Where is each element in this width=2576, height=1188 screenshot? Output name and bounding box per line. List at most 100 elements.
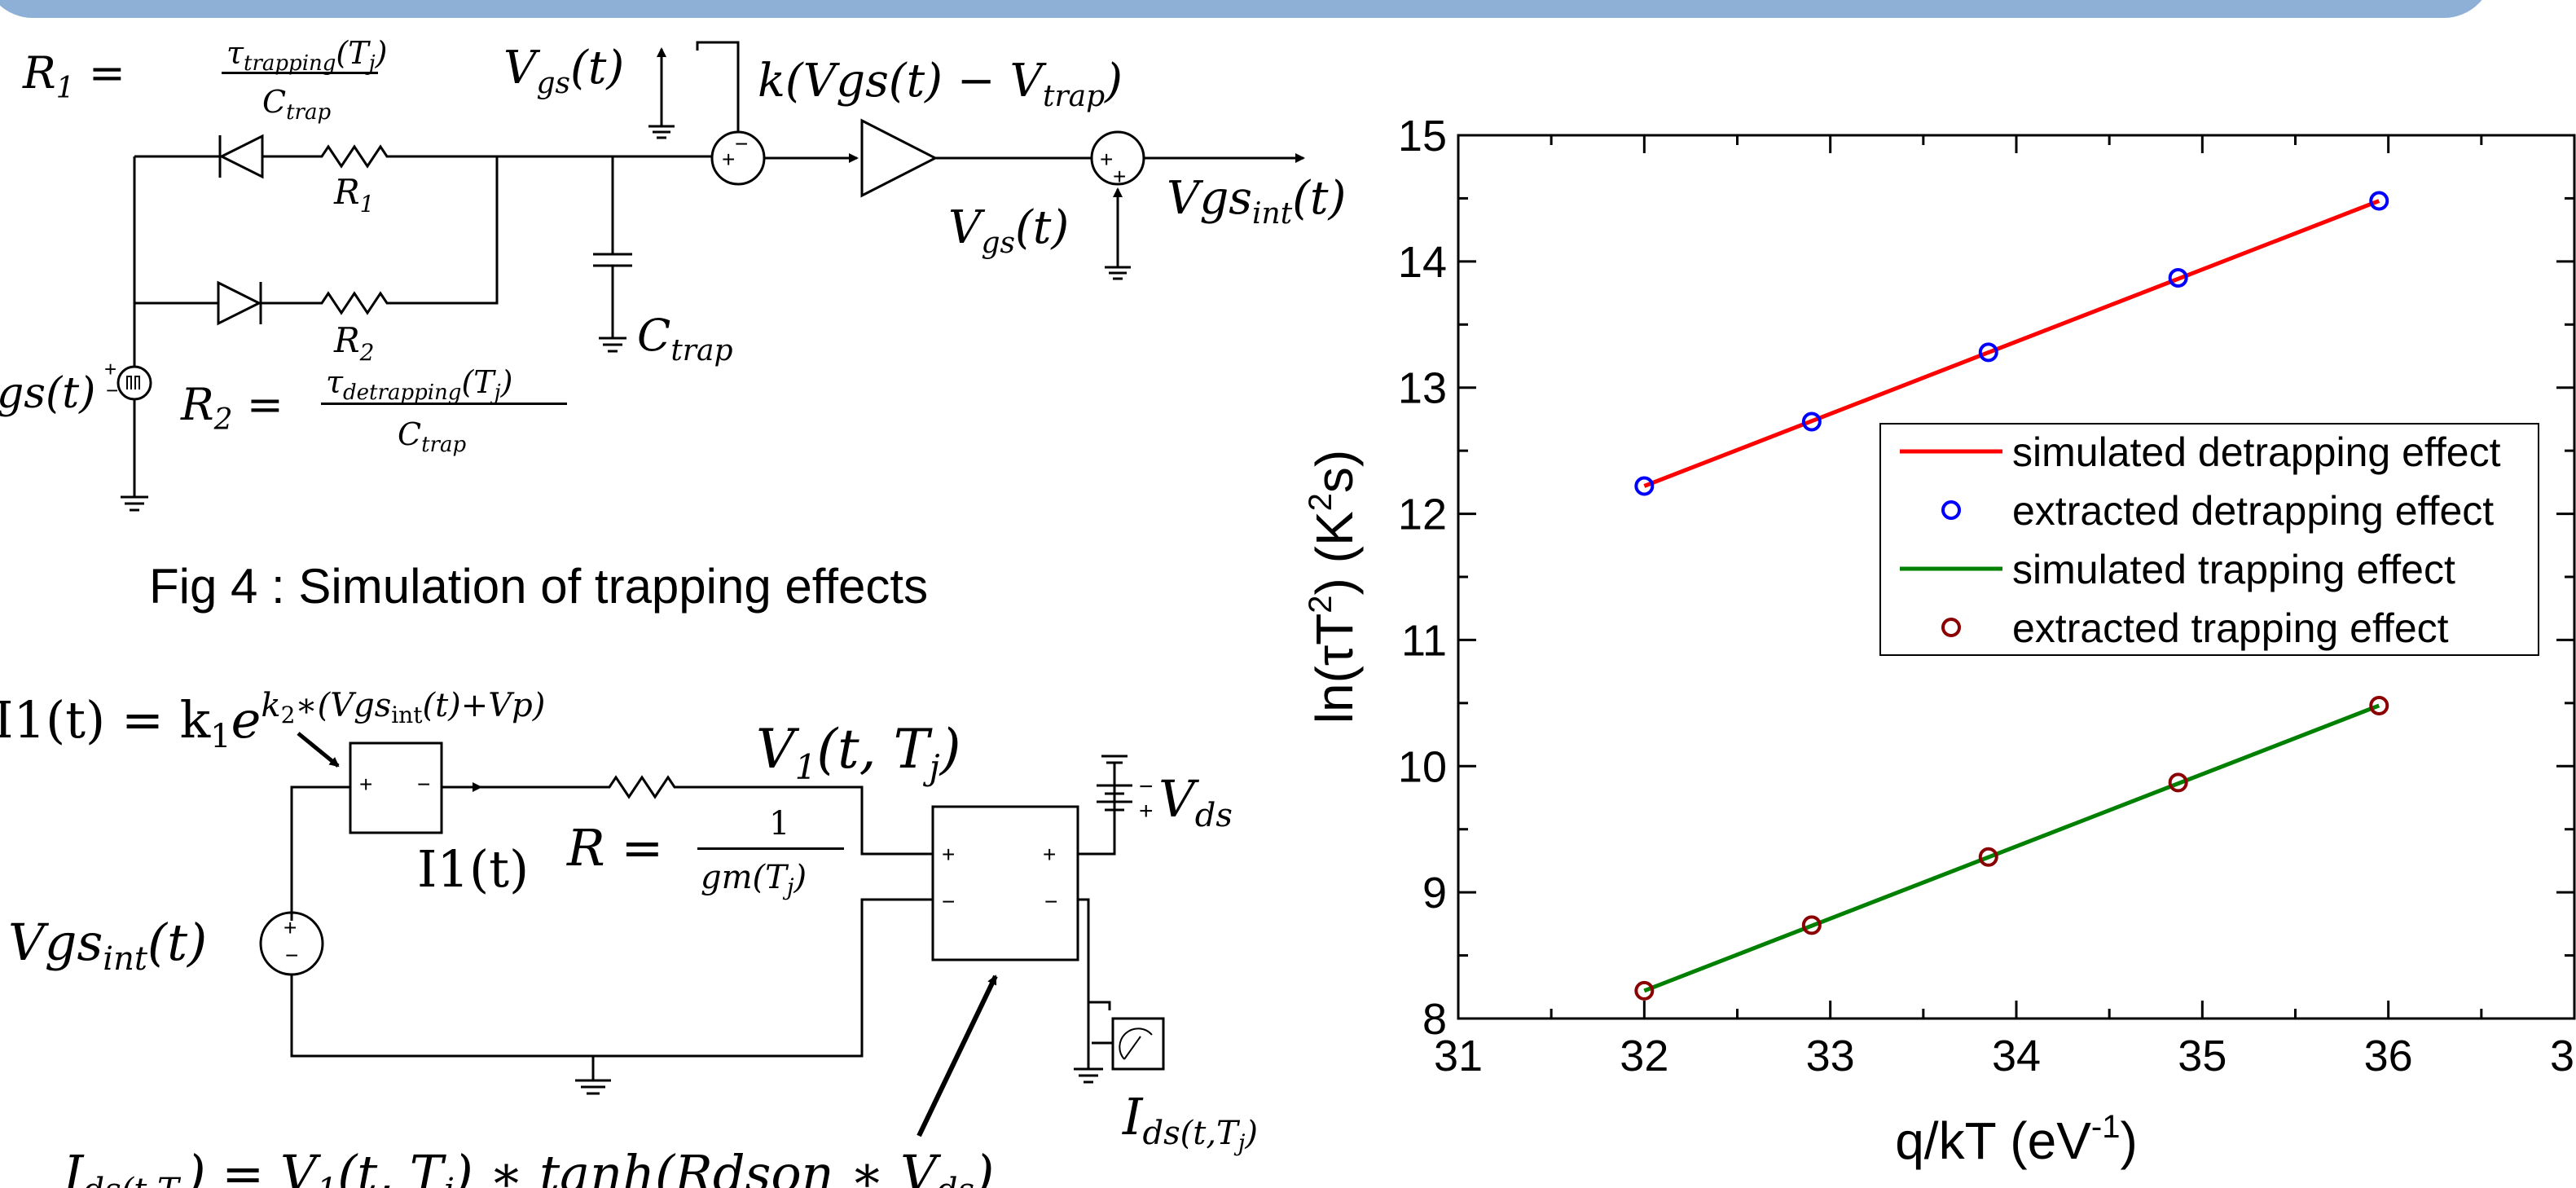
data-point bbox=[2369, 191, 2389, 211]
capacitor-ctrap bbox=[593, 156, 632, 353]
legend-label: simulated detrapping effect bbox=[2012, 429, 2501, 475]
legend-point-swatch bbox=[1941, 618, 1961, 637]
svg-text:I1(t) = k1ek2∗(Vgsint(t)+Vp): I1(t) = k1ek2∗(Vgsint(t)+Vp) bbox=[0, 687, 545, 755]
svg-text:−: − bbox=[417, 772, 430, 797]
data-point bbox=[1978, 847, 1998, 867]
svg-text:τtrapping(Tj): τtrapping(Tj) bbox=[226, 35, 387, 76]
svg-text:+: + bbox=[1113, 164, 1126, 189]
data-point bbox=[1634, 476, 1655, 496]
svg-text:+: + bbox=[359, 772, 372, 797]
data-point bbox=[2168, 267, 2188, 288]
svg-text:+: + bbox=[1100, 147, 1113, 172]
svg-text:−: − bbox=[942, 889, 955, 914]
y-tick-label: 15 bbox=[1398, 112, 1447, 161]
svg-text:Ids(t,Tj): Ids(t,Tj) bbox=[1122, 1087, 1258, 1156]
svg-text:Vgs(t): Vgs(t) bbox=[503, 42, 624, 100]
r1-equation: R1 = τtrapping(Tj) Ctrap bbox=[22, 35, 387, 125]
diode-d2 bbox=[217, 280, 262, 326]
svg-text:+: + bbox=[1139, 798, 1154, 825]
left-rail bbox=[133, 155, 220, 303]
x-tick-label: 36 bbox=[2364, 1032, 2413, 1080]
svg-text:R2: R2 bbox=[333, 320, 374, 366]
svg-text:+: + bbox=[722, 147, 735, 172]
arrhenius-chart: 31 32 33 34 35 36 37 8 9 10 11 12 13 14 15 simulated d… bbox=[1303, 112, 2576, 1170]
svg-text:Ctrap: Ctrap bbox=[262, 84, 331, 125]
legend-point-swatch bbox=[1941, 500, 1961, 520]
svg-text:Vds: Vds bbox=[1158, 769, 1233, 834]
x-tick-label: 34 bbox=[1992, 1032, 2041, 1080]
x-tick-label: 33 bbox=[1806, 1032, 1855, 1080]
data-point bbox=[2369, 695, 2389, 715]
x-tick-label: 35 bbox=[2178, 1032, 2227, 1080]
data-marks bbox=[1634, 191, 2389, 1001]
svg-text:Ctrap: Ctrap bbox=[398, 416, 466, 457]
x-axis-label: q/kT (eV-1) bbox=[1895, 1109, 2138, 1170]
svg-text:+: + bbox=[284, 915, 297, 940]
svg-text:τdetrapping(Tj): τdetrapping(Tj) bbox=[326, 364, 513, 405]
svg-text:−: − bbox=[1044, 889, 1057, 914]
svg-text:V1(t, Tj): V1(t, Tj) bbox=[756, 718, 961, 787]
svg-text:gm(Tj): gm(Tj) bbox=[701, 859, 807, 900]
svg-text:Vgsint(t): Vgsint(t) bbox=[8, 913, 207, 978]
svg-text:Vgs(t): Vgs(t) bbox=[948, 201, 1069, 260]
thermal-current-circuit-diagram: I1(t) = k1ek2∗(Vgsint(t)+Vp) + − + − Vgs… bbox=[0, 687, 1258, 1188]
resistor-r1 bbox=[262, 144, 497, 169]
r2-equation: R2 = τdetrapping(Tj) Ctrap bbox=[180, 364, 567, 457]
svg-text:−: − bbox=[735, 131, 748, 156]
data-point bbox=[2168, 772, 2188, 793]
diode-d1 bbox=[218, 134, 264, 179]
series-line bbox=[1643, 703, 2380, 993]
svg-text:k(Vgs(t) − Vtrap): k(Vgs(t) − Vtrap) bbox=[758, 55, 1123, 113]
figure-caption: Fig 4 : Simulation of trapping effects bbox=[149, 559, 928, 614]
data-point bbox=[1634, 980, 1655, 1001]
ids-equation: Ids(t,Tj) = V1(t, Tj) ∗ tanh(Rdson ∗ Vds… bbox=[63, 1144, 994, 1188]
resistor-r2 bbox=[261, 156, 499, 315]
y-tick-label: 14 bbox=[1398, 238, 1447, 287]
svg-text:Vgsint(t): Vgsint(t) bbox=[1167, 172, 1346, 231]
svg-text:+: + bbox=[1043, 842, 1056, 867]
y-tick-label: 9 bbox=[1422, 869, 1447, 917]
title-banner bbox=[0, 0, 2493, 18]
y-tick-label: 11 bbox=[1401, 616, 1447, 665]
svg-text:−: − bbox=[106, 378, 118, 403]
legend-box bbox=[1879, 423, 2539, 656]
battery-vds bbox=[1097, 755, 1132, 854]
x-tick-label: 32 bbox=[1620, 1032, 1668, 1080]
svg-text:R2 =: R2 = bbox=[180, 379, 284, 437]
trapping-circuit-diagram: R1 = τtrapping(Tj) Ctrap R1 R2 Ctrap bbox=[0, 35, 1346, 512]
r-equation: R = 1 gm(Tj) bbox=[566, 805, 844, 900]
svg-text:+: + bbox=[942, 842, 955, 867]
axis-ticks: 31 32 33 34 35 36 37 8 9 10 11 12 13 14 15 bbox=[1398, 112, 2576, 1080]
y-tick-label: 12 bbox=[1398, 491, 1447, 539]
controlled-source-block bbox=[931, 805, 1079, 961]
ammeter-icon bbox=[1111, 1017, 1165, 1071]
y-tick-label: 8 bbox=[1422, 995, 1447, 1044]
svg-text:Ctrap: Ctrap bbox=[637, 310, 733, 367]
y-axis-label: ln(τT2) (K2s) bbox=[1303, 450, 1364, 724]
svg-text:R1 =: R1 = bbox=[22, 47, 125, 105]
svg-text:gs(t): gs(t) bbox=[0, 369, 95, 418]
legend: simulated detrapping effect extracted det… bbox=[1879, 423, 2539, 656]
x-tick-label: 37 bbox=[2550, 1032, 2576, 1080]
series-line bbox=[1643, 199, 2380, 488]
x-tick-label: 31 bbox=[1434, 1032, 1483, 1080]
y-tick-label: 10 bbox=[1398, 742, 1447, 791]
svg-text:+: + bbox=[104, 357, 116, 381]
legend-label: extracted trapping effect bbox=[2012, 605, 2449, 651]
data-point bbox=[1978, 342, 1998, 363]
svg-text:−: − bbox=[1139, 773, 1154, 800]
data-point bbox=[1801, 411, 1822, 432]
svg-text:R1: R1 bbox=[333, 172, 374, 218]
svg-text:−: − bbox=[285, 943, 298, 968]
i1-equation: I1(t) = k1ek2∗(Vgsint(t)+Vp) bbox=[0, 687, 545, 755]
svg-text:R =: R = bbox=[566, 818, 663, 878]
legend-label: simulated trapping effect bbox=[2012, 547, 2455, 592]
legend-label: extracted detrapping effect bbox=[2012, 488, 2494, 534]
svg-text:I1(t): I1(t) bbox=[417, 839, 529, 899]
gain-amplifier bbox=[860, 118, 939, 198]
svg-text:1: 1 bbox=[769, 805, 789, 843]
data-point bbox=[1801, 915, 1822, 935]
resistor-r bbox=[481, 775, 933, 856]
y-tick-label: 13 bbox=[1398, 364, 1447, 413]
